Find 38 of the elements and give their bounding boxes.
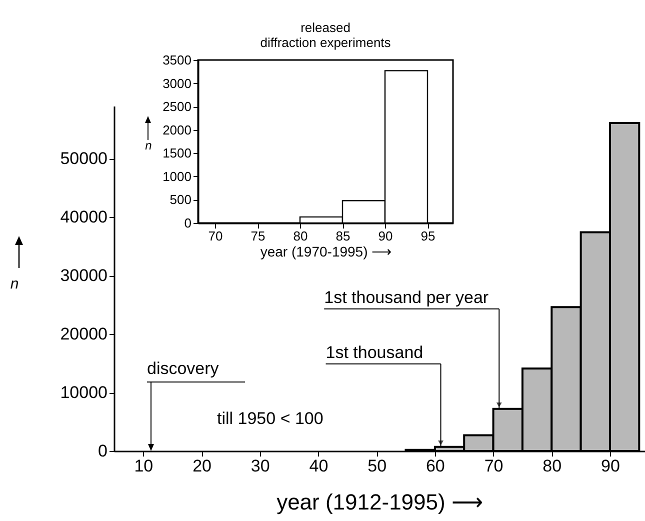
x-tick-label: 75 (250, 228, 266, 244)
x-tick-label: 50 (368, 456, 387, 476)
x-tick-label: 20 (192, 456, 212, 476)
annotation: discovery (147, 359, 220, 378)
annotation: till 1950 < 100 (217, 409, 324, 428)
y-tick-label: 10000 (60, 383, 108, 402)
y-tick-label: 1500 (162, 146, 192, 161)
annotation: 1st thousand per year (324, 288, 489, 307)
y-tick-label: 20000 (60, 324, 108, 344)
y-tick-label: 1000 (162, 168, 192, 184)
y-tick-label: 500 (170, 192, 192, 208)
x-tick-label: 95 (420, 228, 436, 244)
x-tick-label: 80 (293, 228, 308, 244)
x-tick-label: 30 (250, 456, 270, 476)
y-axis-title: n (10, 276, 19, 292)
y-tick-label: 2000 (162, 122, 192, 138)
x-tick-label: 90 (601, 456, 620, 476)
x-tick-label: 70 (484, 456, 504, 476)
chart-title: released diffraction experiments (260, 20, 392, 50)
y-tick-label: 2500 (162, 99, 192, 114)
y-tick-label: 3500 (162, 52, 192, 68)
y-tick-label: 50000 (60, 149, 108, 168)
x-tick-label: 90 (378, 228, 393, 244)
annotation: 1st thousand (326, 342, 424, 362)
x-axis-title: year (1912-1995) ⟶ (276, 490, 484, 514)
x-axis-title: year (1970-1995) ⟶ (260, 244, 392, 260)
x-tick-label: 10 (134, 456, 154, 476)
y-axis-title: n (145, 138, 152, 152)
y-tick-label: 40000 (60, 208, 108, 227)
x-tick-label: 80 (542, 456, 562, 476)
y-tick-label: 0 (98, 442, 108, 460)
y-tick-label: 3000 (162, 76, 192, 91)
y-tick-label: 0 (184, 216, 192, 230)
x-tick-label: 85 (336, 228, 350, 244)
x-tick-label: 70 (208, 228, 223, 244)
x-tick-label: 40 (309, 456, 328, 476)
x-tick-label: 60 (426, 456, 445, 476)
y-tick-label: 30000 (60, 266, 108, 286)
